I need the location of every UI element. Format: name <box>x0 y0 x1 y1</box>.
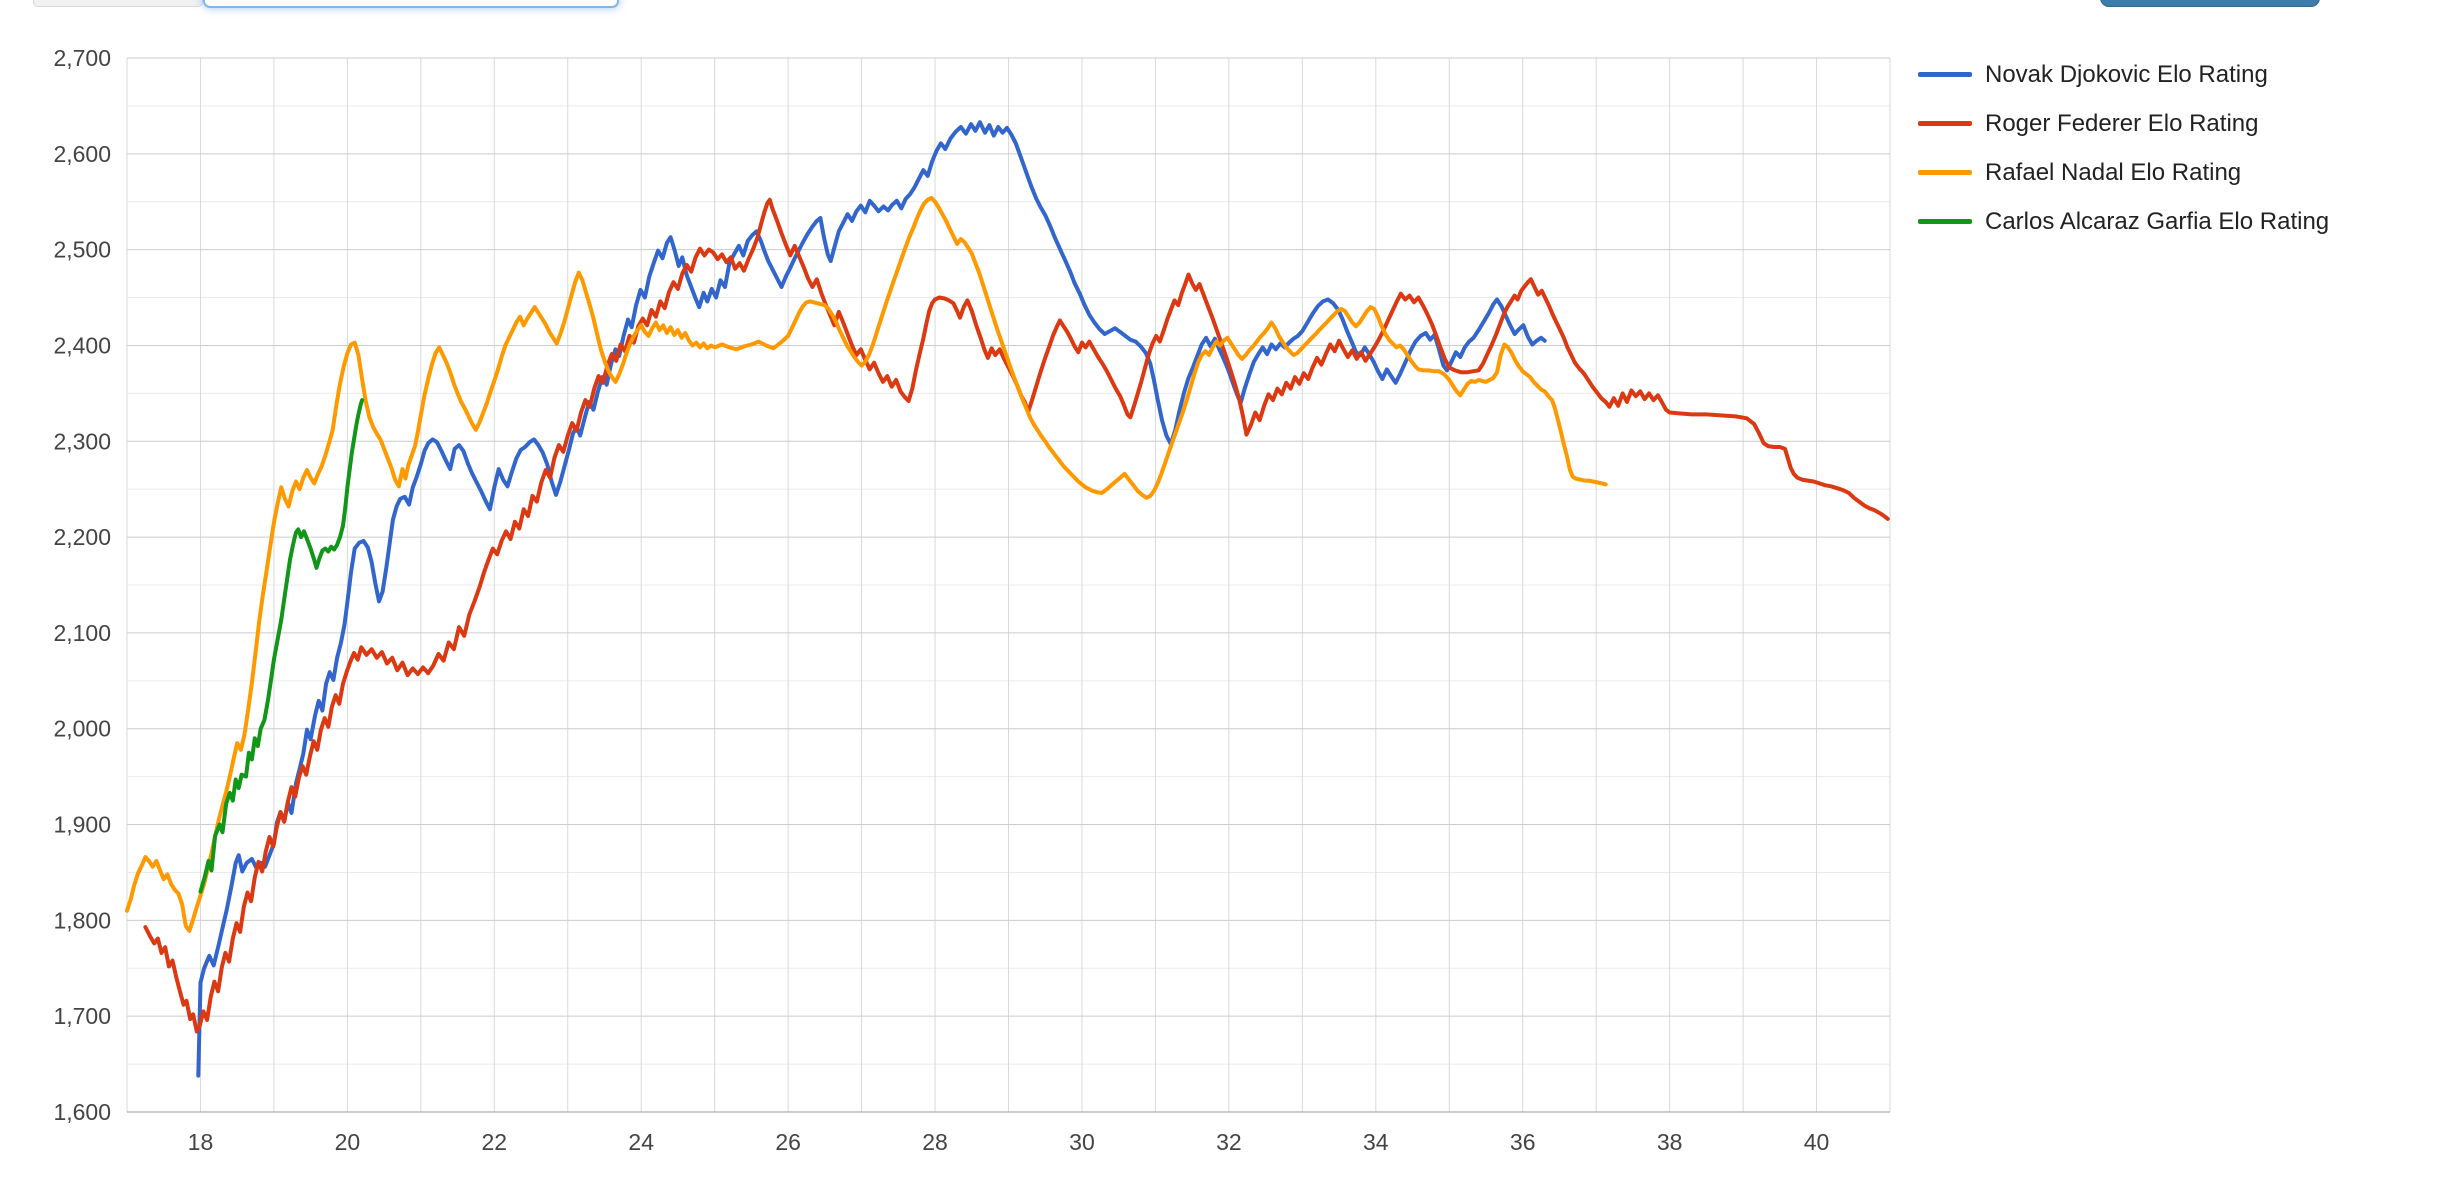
x-axis-tick-label: 28 <box>922 1129 948 1155</box>
y-axis-tick-label: 2,100 <box>53 620 111 646</box>
y-axis-tick-label: 1,600 <box>53 1099 111 1125</box>
x-axis-tick-label: 20 <box>335 1129 361 1155</box>
x-axis-tick-label: 30 <box>1069 1129 1095 1155</box>
y-axis-tick-label: 1,900 <box>53 812 111 838</box>
x-axis-tick-label: 18 <box>188 1129 214 1155</box>
series-line-carlos-alcaraz-garfia-elo-rating[interactable] <box>198 398 365 894</box>
x-axis-tick-label: 32 <box>1216 1129 1242 1155</box>
series-line-roger-federer-elo-rating[interactable] <box>143 197 1890 1034</box>
x-axis-tick-label: 34 <box>1363 1129 1389 1155</box>
legend-swatch-icon <box>1918 72 1972 77</box>
y-axis-tick-label: 2,400 <box>53 332 111 358</box>
legend-item: Carlos Alcaraz Garfia Elo Rating <box>1918 197 2329 246</box>
y-axis-tick-label: 2,700 <box>53 45 111 71</box>
y-axis-tick-label: 2,200 <box>53 524 111 550</box>
y-axis-tick-label: 1,800 <box>53 907 111 933</box>
legend-item: Rafael Nadal Elo Rating <box>1918 148 2329 197</box>
x-axis-tick-label: 24 <box>628 1129 654 1155</box>
legend-item: Novak Djokovic Elo Rating <box>1918 50 2329 99</box>
x-axis-tick-label: 38 <box>1657 1129 1683 1155</box>
x-axis-tick-label: 40 <box>1804 1129 1830 1155</box>
y-axis-tick-label: 1,700 <box>53 1003 111 1029</box>
legend-swatch-icon <box>1918 121 1972 126</box>
x-axis-tick-label: 36 <box>1510 1129 1536 1155</box>
y-axis-tick-label: 2,500 <box>53 237 111 263</box>
y-axis-tick-label: 2,300 <box>53 428 111 454</box>
legend-item: Roger Federer Elo Rating <box>1918 99 2329 148</box>
legend-label: Rafael Nadal Elo Rating <box>1985 158 2242 186</box>
y-axis-tick-label: 2,600 <box>53 141 111 167</box>
chart-legend: Novak Djokovic Elo Rating Roger Federer E… <box>1918 50 2329 246</box>
search-input[interactable] <box>203 0 619 8</box>
x-axis-tick-label: 22 <box>481 1129 507 1155</box>
legend-label: Roger Federer Elo Rating <box>1985 109 2259 137</box>
x-axis-tick-label: 26 <box>775 1129 801 1155</box>
legend-label: Carlos Alcaraz Garfia Elo Rating <box>1985 207 2330 235</box>
toolbar-control-fragment[interactable] <box>33 0 203 7</box>
legend-label: Novak Djokovic Elo Rating <box>1985 60 2268 88</box>
legend-swatch-icon <box>1918 170 1972 175</box>
y-axis-tick-label: 2,000 <box>53 716 111 742</box>
series-line-novak-djokovic-elo-rating[interactable] <box>196 120 1547 1078</box>
series-line-rafael-nadal-elo-rating[interactable] <box>125 195 1608 933</box>
legend-swatch-icon <box>1918 219 1972 224</box>
